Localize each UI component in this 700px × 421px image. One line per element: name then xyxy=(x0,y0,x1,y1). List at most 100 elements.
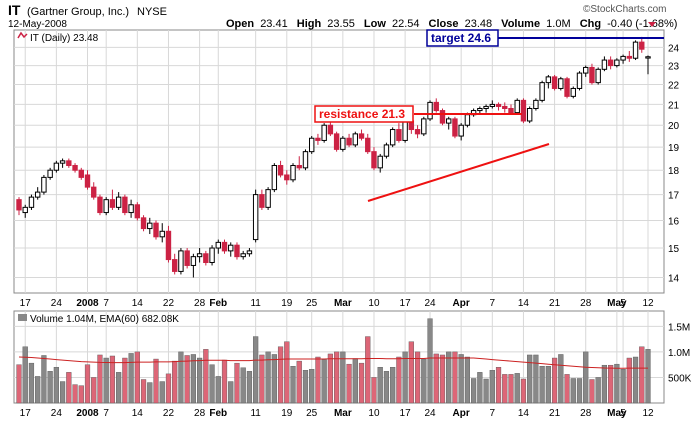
candle xyxy=(296,156,302,171)
volume-bar xyxy=(458,354,464,404)
volume-bar xyxy=(614,363,620,404)
candle-body xyxy=(115,196,122,208)
candle xyxy=(583,65,589,77)
volume-bar xyxy=(564,374,570,404)
price-y-tick-label: 14 xyxy=(668,273,680,284)
x-tick-label: 28 xyxy=(580,298,592,309)
volume-bar xyxy=(28,362,35,404)
price-y-tick-label: 17 xyxy=(668,191,680,202)
x-tick-label: 21 xyxy=(549,408,561,419)
volume-bar xyxy=(626,357,632,404)
volume-value: 1.0M xyxy=(546,18,570,30)
volume-bar xyxy=(66,372,72,404)
candle-body xyxy=(570,87,576,97)
candle xyxy=(632,40,639,61)
close-label: Close xyxy=(429,18,459,30)
candle xyxy=(639,36,645,53)
volume-bar xyxy=(620,369,626,404)
candle xyxy=(645,55,651,75)
candle xyxy=(433,98,439,113)
watermark: ©StockCharts.com xyxy=(583,4,667,15)
candle xyxy=(97,194,103,216)
volume-bar xyxy=(427,318,433,404)
candle-body xyxy=(352,133,358,146)
candle xyxy=(576,71,583,91)
volume-legend: Volume 1.04M, EMA(60) 682.08K xyxy=(30,314,179,325)
candle-body xyxy=(508,108,514,114)
candle xyxy=(483,104,489,113)
volume-bar xyxy=(91,377,97,404)
candle xyxy=(240,250,246,260)
volume-bar xyxy=(639,346,645,404)
x-tick-label: 17 xyxy=(400,298,412,309)
x-tick-label: 25 xyxy=(306,298,318,309)
volume-bar xyxy=(645,349,651,404)
volume-bar xyxy=(334,351,340,404)
candle xyxy=(209,245,215,266)
volume-bar xyxy=(595,377,601,404)
exchange-label: NYSE xyxy=(137,6,167,18)
volume-bar xyxy=(414,351,421,404)
volume-bar xyxy=(433,353,439,404)
candle xyxy=(178,248,184,275)
x-tick-label: 24 xyxy=(424,298,436,309)
candle-body xyxy=(583,66,589,74)
candle-body xyxy=(495,103,502,107)
candle xyxy=(495,102,502,111)
candle xyxy=(309,136,315,154)
volume-bar xyxy=(215,376,221,404)
candle-body xyxy=(439,110,446,124)
price-y-tick-label: 23 xyxy=(668,62,680,73)
candle-body xyxy=(365,137,371,153)
candle-body xyxy=(196,253,203,258)
volume-bar xyxy=(41,355,47,404)
candle xyxy=(290,163,296,183)
candle xyxy=(259,189,265,210)
candle-body xyxy=(576,72,583,89)
x-tick-label: 19 xyxy=(281,298,293,309)
volume-bar xyxy=(520,378,527,404)
candle xyxy=(252,189,259,243)
candle xyxy=(620,54,626,64)
volume-bar xyxy=(309,369,315,404)
volume-bar xyxy=(365,336,371,404)
candle-body xyxy=(358,133,365,139)
ema-line xyxy=(18,356,648,369)
volume-bar xyxy=(147,382,153,404)
resistance-label-box xyxy=(314,105,414,123)
volume-y-tick-label: 1.5M xyxy=(668,322,690,333)
x-tick-label: 14 xyxy=(132,408,144,419)
candle xyxy=(184,248,190,269)
candle xyxy=(128,199,134,218)
volume-bar xyxy=(72,384,78,404)
x-tick-label: 12 xyxy=(642,298,654,309)
x-tick-label: 17 xyxy=(400,408,412,419)
candle-body xyxy=(109,199,116,208)
volume-bar xyxy=(103,357,109,404)
volume-bar xyxy=(84,364,91,404)
volume-bar xyxy=(47,371,53,404)
candle xyxy=(41,174,47,195)
volume-bar xyxy=(172,360,178,404)
x-tick-label: 25 xyxy=(306,408,318,419)
x-tick-label: 19 xyxy=(281,408,293,419)
candle-body xyxy=(234,244,240,258)
x-tick-label: 21 xyxy=(549,298,561,309)
high-value: 23.55 xyxy=(327,18,355,30)
candle xyxy=(595,67,601,85)
candle-body xyxy=(421,118,427,135)
company-name: (Gartner Group, Inc.) xyxy=(27,6,129,18)
x-tick-label: 12 xyxy=(642,408,654,419)
candle-body xyxy=(284,174,290,181)
volume-bar xyxy=(527,354,533,404)
volume-bar xyxy=(402,351,408,404)
price-y-tick-label: 19 xyxy=(668,143,680,154)
candle xyxy=(389,127,396,148)
x-tick-label: 28 xyxy=(580,408,592,419)
candle-body xyxy=(147,222,153,230)
candle xyxy=(28,194,35,210)
candle-body xyxy=(452,118,458,137)
x-tick-label: May xyxy=(607,298,627,309)
candle xyxy=(414,125,421,139)
candle xyxy=(47,167,53,180)
